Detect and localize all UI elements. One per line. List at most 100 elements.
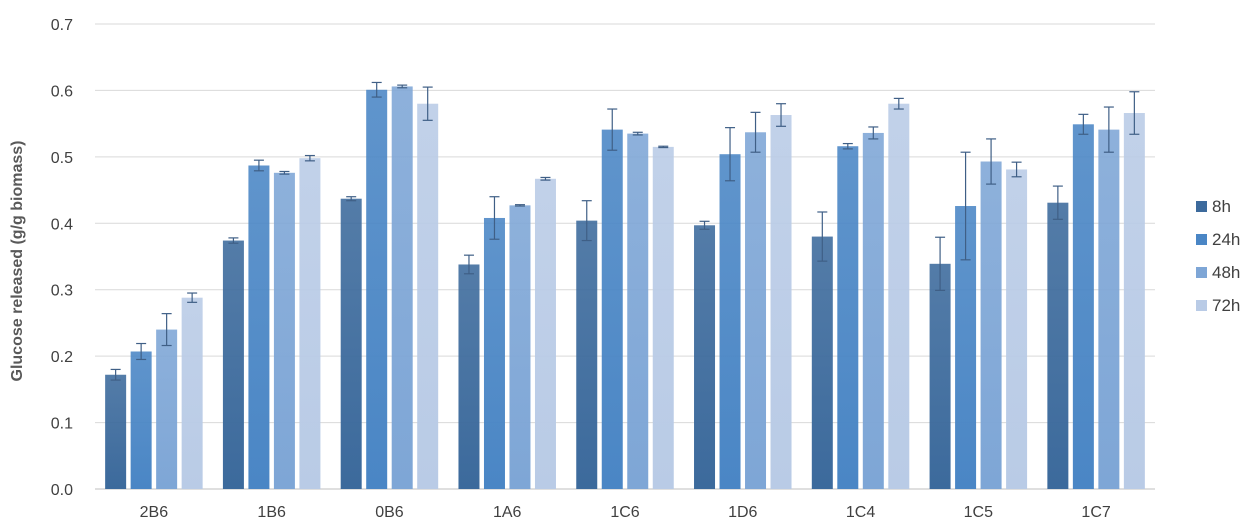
y-tick-label: 0.4	[51, 216, 73, 233]
error-bar-1C4-48h	[868, 126, 879, 140]
bar-1C6-48h	[627, 133, 649, 489]
error-bar-1B6-48h	[279, 170, 290, 175]
legend-label: 8h	[1212, 197, 1231, 216]
x-tick-label: 1D6	[728, 504, 757, 521]
error-bar-1B6-8h	[228, 237, 239, 244]
error-bar-2B6-24h	[136, 342, 147, 361]
bar-1C7-72h	[1123, 113, 1145, 489]
error-bar-1C7-48h	[1103, 106, 1114, 153]
bar-1C4-72h	[888, 103, 910, 489]
x-tick-label: 1C6	[610, 504, 639, 521]
bar-1C7-48h	[1098, 129, 1120, 489]
bar-1C6-8h	[576, 220, 598, 489]
legend-item-48h: 48h	[1196, 263, 1240, 282]
x-tick-label: 1C7	[1081, 504, 1110, 521]
legend: 8h 24h 48h 72h	[1196, 197, 1240, 315]
y-tick-label: 0.7	[51, 17, 73, 34]
bar-1A6-48h	[509, 205, 531, 489]
error-bar-1C5-48h	[986, 138, 997, 185]
bar-2B6-72h	[181, 297, 203, 489]
error-bar-1A6-72h	[540, 176, 551, 181]
error-bar-2B6-72h	[187, 292, 198, 303]
y-tick-label: 0.5	[51, 150, 73, 167]
error-bar-1D6-8h	[699, 220, 710, 230]
error-bar-2B6-8h	[110, 368, 121, 381]
bar-1C5-72h	[1006, 169, 1028, 489]
error-bar-0B6-72h	[422, 86, 433, 121]
bar-1D6-8h	[694, 225, 716, 489]
x-tick-label: 1B6	[257, 504, 286, 521]
legend-swatch	[1196, 201, 1207, 212]
legend-swatch	[1196, 267, 1207, 278]
error-bar-1C4-8h	[817, 211, 828, 262]
error-bar-1C6-72h	[658, 145, 669, 149]
x-tick-label: 1A6	[493, 504, 522, 521]
bar-1B6-8h	[222, 240, 244, 489]
error-bar-1C6-24h	[607, 108, 618, 151]
bar-1A6-8h	[458, 264, 480, 489]
bar-0B6-48h	[391, 86, 413, 489]
error-bar-1C6-8h	[581, 200, 592, 242]
error-bar-1B6-72h	[304, 154, 315, 162]
bar-2B6-8h	[105, 374, 127, 489]
bar-1C7-24h	[1072, 124, 1094, 490]
bar-0B6-8h	[340, 198, 362, 489]
x-tick-label: 2B6	[140, 504, 169, 521]
legend-label: 72h	[1212, 296, 1240, 315]
legend-item-72h: 72h	[1196, 296, 1240, 315]
bar-1A6-24h	[483, 217, 505, 489]
error-bar-1C7-8h	[1052, 185, 1063, 220]
bar-1B6-72h	[299, 158, 321, 489]
x-tick-label: 0B6	[375, 504, 404, 521]
x-axis-ticks: 2B6 1B6 0B6 1A6 1C6 1D6 1C4 1C5 1C7	[140, 504, 1111, 521]
bar-1C5-48h	[980, 161, 1002, 489]
y-tick-label: 0.0	[51, 482, 73, 499]
bar-1D6-48h	[745, 132, 767, 489]
bars	[105, 86, 1145, 490]
bar-1D6-72h	[770, 115, 792, 489]
error-bar-1C5-24h	[960, 151, 971, 261]
legend-label: 24h	[1212, 230, 1240, 249]
error-bar-1C7-24h	[1078, 113, 1089, 135]
error-bar-1D6-72h	[776, 103, 787, 127]
bar-1C7-8h	[1047, 202, 1069, 489]
bar-1C6-24h	[601, 129, 623, 489]
error-bar-0B6-8h	[346, 196, 357, 202]
bar-1B6-48h	[273, 172, 295, 490]
legend-item-8h: 8h	[1196, 197, 1231, 216]
y-tick-label: 0.3	[51, 283, 73, 300]
bar-1C6-72h	[652, 146, 674, 489]
legend-swatch	[1196, 234, 1207, 245]
y-tick-label: 0.1	[51, 416, 73, 433]
bar-2B6-48h	[156, 329, 178, 489]
error-bar-1A6-24h	[489, 196, 500, 240]
bar-1C4-48h	[862, 132, 884, 489]
error-bar-1B6-24h	[253, 159, 264, 172]
x-tick-label: 1C5	[964, 504, 993, 521]
error-bar-1A6-48h	[514, 204, 525, 207]
bar-1C4-8h	[811, 236, 833, 489]
gridlines	[95, 23, 1155, 490]
x-tick-label: 1C4	[846, 504, 875, 521]
bar-0B6-72h	[417, 103, 439, 489]
error-bar-2B6-48h	[161, 313, 172, 347]
bar-1C5-8h	[929, 263, 951, 489]
y-tick-label: 0.2	[51, 349, 73, 366]
legend-swatch	[1196, 300, 1207, 311]
bar-0B6-24h	[366, 89, 388, 489]
error-bar-1C6-48h	[632, 131, 643, 136]
error-bar-0B6-24h	[371, 81, 382, 98]
bar-1B6-24h	[248, 165, 270, 489]
bar-1A6-72h	[534, 178, 556, 489]
bar-1C5-24h	[955, 206, 977, 489]
error-bar-1D6-48h	[750, 111, 761, 153]
error-bar-1C4-24h	[842, 142, 853, 150]
legend-item-24h: 24h	[1196, 230, 1240, 249]
error-bars	[110, 81, 1140, 381]
error-bar-1C5-8h	[935, 236, 946, 291]
y-axis-label: Glucose released (g/g biomass)	[9, 141, 26, 382]
y-tick-label: 0.6	[51, 83, 73, 100]
error-bar-0B6-48h	[397, 84, 408, 89]
error-bar-1C5-72h	[1011, 161, 1022, 178]
